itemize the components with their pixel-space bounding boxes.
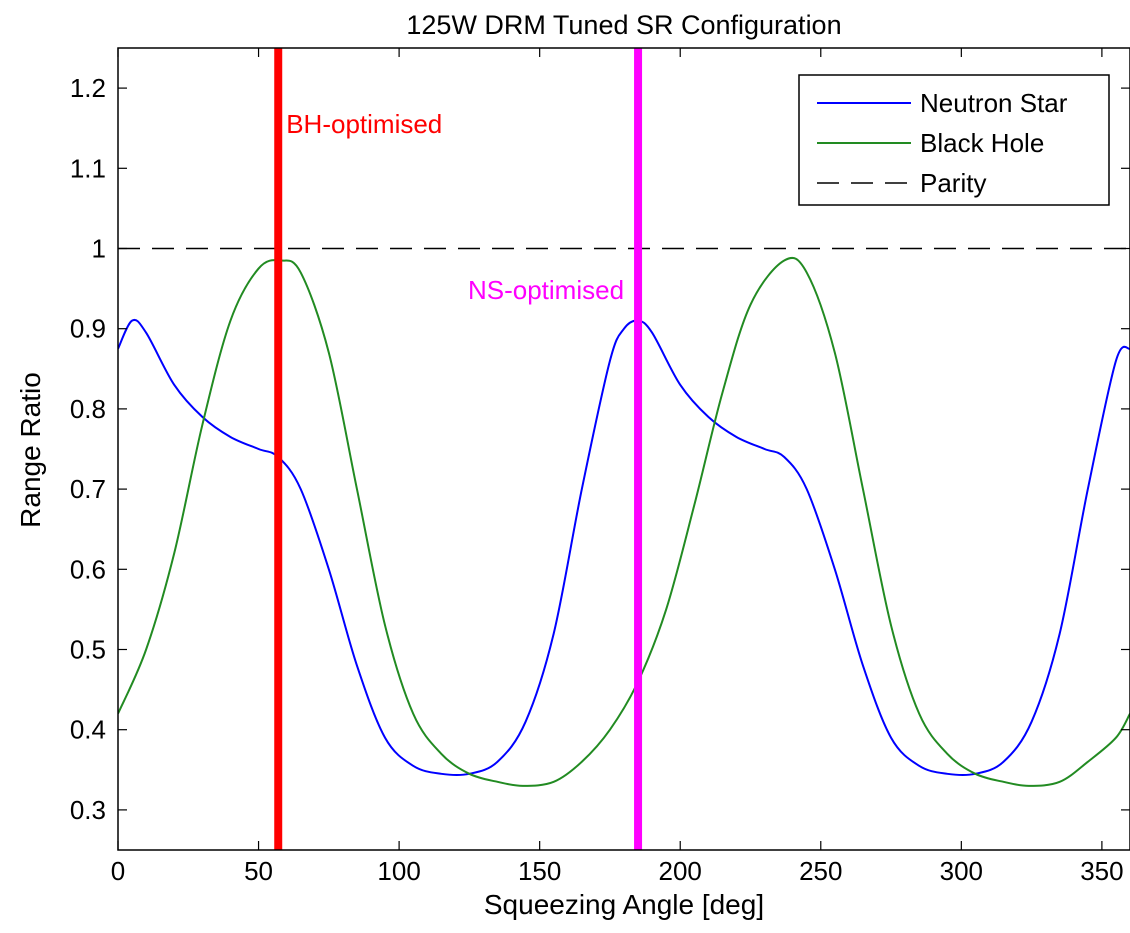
axes-box xyxy=(117,47,1130,851)
x-tick-label: 150 xyxy=(518,856,561,886)
y-tick-label: 0.4 xyxy=(70,715,106,745)
x-tick-label: 300 xyxy=(940,856,983,886)
x-tick-label: 50 xyxy=(244,856,273,886)
legend-label-neutron-star: Neutron Star xyxy=(920,88,1068,118)
y-tick-label: 0.7 xyxy=(70,474,106,504)
y-tick-label: 1 xyxy=(92,234,106,264)
vline-label-bh-optimised: BH-optimised xyxy=(286,109,442,139)
legend-label-black-hole: Black Hole xyxy=(920,128,1044,158)
x-tick-label: 350 xyxy=(1080,856,1123,886)
x-tick-label: 250 xyxy=(799,856,842,886)
y-tick-label: 0.3 xyxy=(70,795,106,825)
x-tick-label: 100 xyxy=(377,856,420,886)
chart-title: 125W DRM Tuned SR Configuration xyxy=(406,10,841,40)
vline-label-ns-optimised: NS-optimised xyxy=(468,275,624,305)
x-tick-label: 0 xyxy=(111,856,125,886)
legend-label-parity: Parity xyxy=(920,168,986,198)
legend: Neutron Star Black Hole Parity xyxy=(798,74,1110,206)
x-axis-label: Squeezing Angle [deg] xyxy=(484,889,764,920)
y-tick-label: 0.6 xyxy=(70,554,106,584)
y-tick-label: 1.1 xyxy=(70,153,106,183)
legend-box xyxy=(798,74,1110,206)
y-tick-label: 0.8 xyxy=(70,394,106,424)
y-tick-label: 1.2 xyxy=(70,73,106,103)
y-tick-label: 0.5 xyxy=(70,635,106,665)
y-axis-label: Range Ratio xyxy=(15,372,46,528)
x-tick-label: 200 xyxy=(659,856,702,886)
y-tick-label: 0.9 xyxy=(70,314,106,344)
